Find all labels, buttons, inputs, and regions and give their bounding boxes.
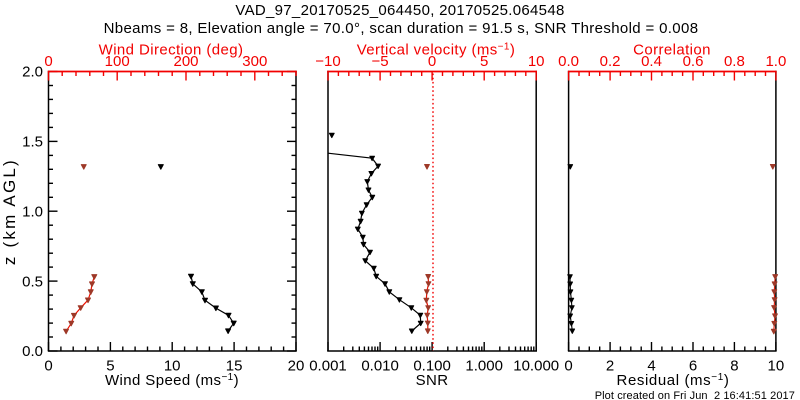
svg-text:4: 4	[647, 358, 655, 375]
svg-text:10.000: 10.000	[513, 358, 559, 375]
svg-text:0: 0	[564, 358, 572, 375]
svg-text:100: 100	[105, 53, 130, 70]
svg-text:5: 5	[106, 358, 114, 375]
svg-text:z (km AGL): z (km AGL)	[0, 158, 19, 265]
svg-text:0.8: 0.8	[724, 53, 745, 70]
svg-text:6: 6	[689, 358, 697, 375]
svg-text:0.5: 0.5	[22, 273, 43, 290]
svg-text:0: 0	[44, 53, 52, 70]
svg-text:0: 0	[44, 358, 52, 375]
svg-text:0.0: 0.0	[558, 53, 579, 70]
svg-text:0.4: 0.4	[641, 53, 662, 70]
svg-text:10: 10	[528, 53, 545, 70]
svg-text:0.010: 0.010	[361, 358, 399, 375]
svg-text:0.2: 0.2	[600, 53, 621, 70]
svg-text:Plot created on Fri Jun 2 16:: Plot created on Fri Jun 2 16:41:51 2017	[595, 390, 795, 400]
svg-text:0.100: 0.100	[413, 358, 451, 375]
svg-text:Wind Speed (ms−1): Wind Speed (ms−1)	[105, 372, 239, 389]
svg-text:2.0: 2.0	[22, 64, 43, 81]
svg-text:1.5: 1.5	[22, 134, 43, 151]
svg-text:Residual (ms−1): Residual (ms−1)	[617, 372, 730, 389]
svg-text:0: 0	[428, 53, 436, 70]
svg-text:Correlation: Correlation	[633, 42, 711, 59]
svg-text:0.0: 0.0	[22, 343, 43, 360]
svg-text:Wind Direction (deg): Wind Direction (deg)	[99, 42, 244, 59]
svg-text:1.000: 1.000	[465, 358, 503, 375]
svg-text:8: 8	[730, 358, 738, 375]
svg-text:−10: −10	[315, 53, 340, 70]
svg-text:10: 10	[164, 358, 181, 375]
svg-text:VAD_97_20170525_064450, 201705: VAD_97_20170525_064450, 20170525.064548	[235, 2, 564, 19]
svg-text:1.0: 1.0	[22, 203, 43, 220]
svg-text:SNR: SNR	[416, 372, 449, 389]
svg-text:5: 5	[480, 53, 488, 70]
svg-text:0.6: 0.6	[683, 53, 704, 70]
svg-text:10: 10	[768, 358, 785, 375]
svg-text:Nbeams = 8, Elevation angle =: Nbeams = 8, Elevation angle = 70.0°, sca…	[104, 20, 699, 37]
svg-text:Vertical velocity (ms−1): Vertical velocity (ms−1)	[357, 42, 516, 59]
svg-text:300: 300	[242, 53, 267, 70]
svg-text:20: 20	[288, 358, 305, 375]
svg-text:1.0: 1.0	[765, 53, 786, 70]
svg-text:200: 200	[173, 53, 198, 70]
svg-text:0.001: 0.001	[309, 358, 347, 375]
svg-text:−5: −5	[372, 53, 389, 70]
svg-text:15: 15	[226, 358, 243, 375]
svg-text:2: 2	[606, 358, 614, 375]
